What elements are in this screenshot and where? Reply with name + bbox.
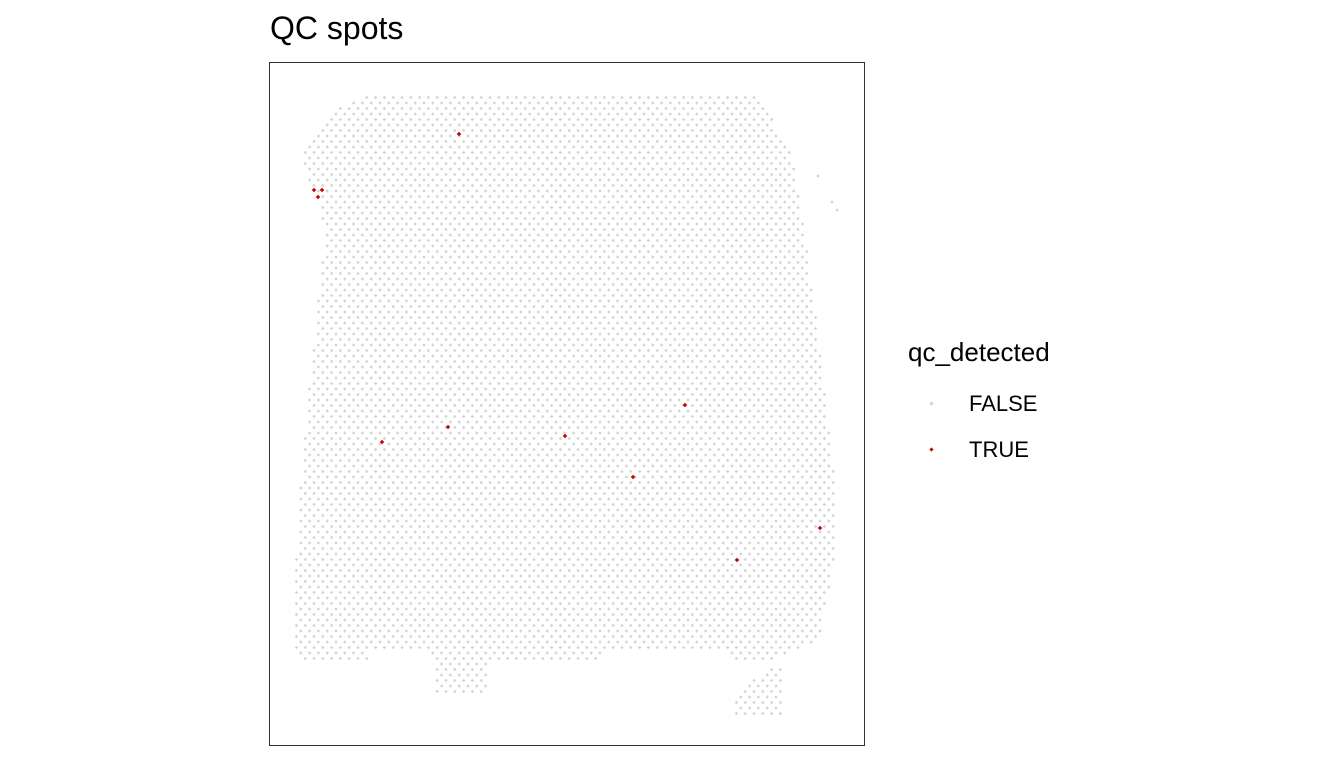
qc-true-point-6 [562,433,568,439]
legend-key-false [929,401,934,406]
qc-true-point-3 [315,194,321,200]
legend-key-true [929,447,934,452]
qc-true-point-10 [734,557,740,563]
panel-border [269,62,865,746]
legend-swatch-false [929,401,934,406]
legend-label-true: TRUE [969,437,1029,462]
qc-true-point-9 [817,525,823,531]
legend-label-false: FALSE [969,391,1038,416]
qc-true-point-5 [445,424,451,430]
legend-title: qc_detected [908,337,1050,367]
qc-true-point-8 [630,474,636,480]
legend-swatch-true [929,447,934,452]
qc-true-point-0 [456,131,462,137]
qc-true-point-7 [379,439,385,445]
false-spot-layer [294,95,839,716]
chart-title: QC spots [270,10,404,46]
qc-true-point-4 [682,402,688,408]
qc-true-point-1 [311,187,317,193]
qc-true-point-2 [319,187,325,193]
